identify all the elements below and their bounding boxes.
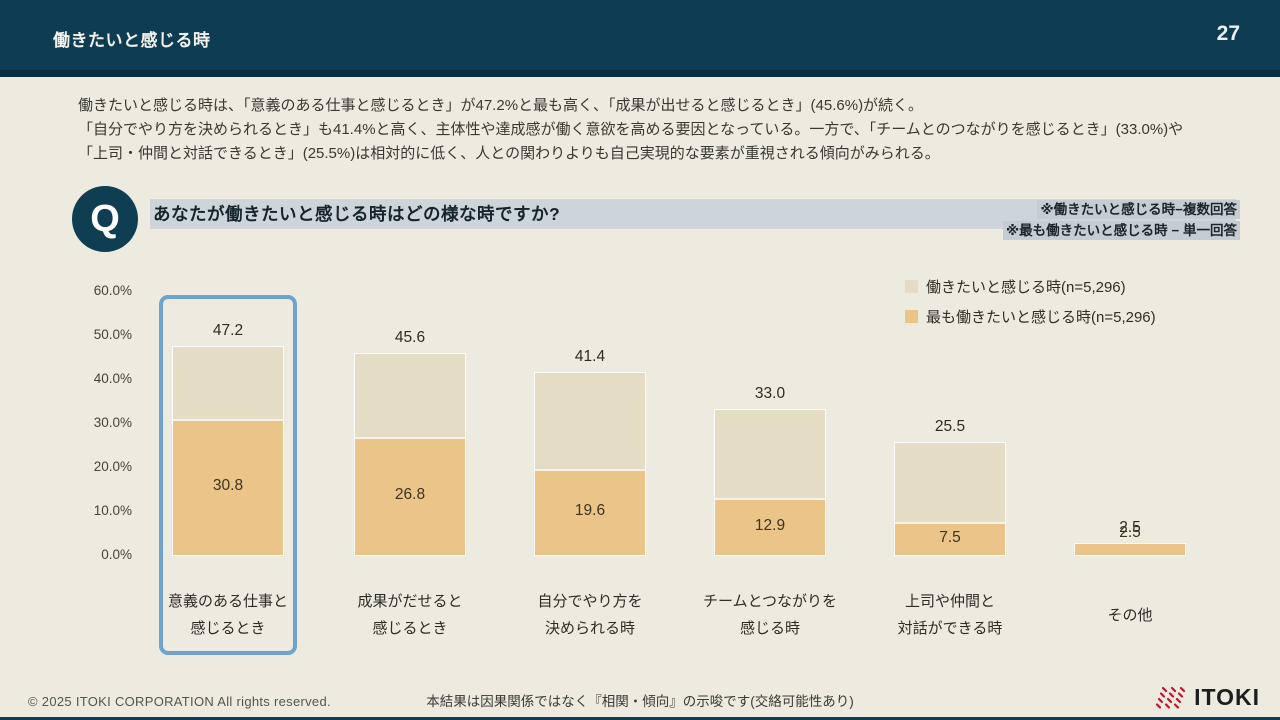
bar-single-answer — [895, 522, 1005, 555]
summary-line-1: 働きたいと感じる時は、「意義のある仕事と感じるとき」が47.2%と最も高く、「成… — [78, 97, 924, 114]
bar-single-value-label: 26.8 — [394, 486, 426, 504]
bottom-accent-strip — [0, 717, 1280, 720]
bar-single-answer — [355, 437, 465, 555]
category-label: その他 — [1107, 606, 1153, 624]
category-label: 成果がだせると 感じるとき — [357, 593, 463, 637]
bar-total-value-label: 47.2 — [212, 322, 244, 340]
bar-single-value-label: 30.8 — [212, 477, 244, 495]
page-number: 27 — [1216, 22, 1240, 45]
bar-single-answer — [1075, 544, 1185, 555]
category-label: チームとつながりを 感じる時 — [703, 593, 837, 637]
survey-notes: ※働きたいと感じる時−複数回答 ※最も働きたいと感じる時 − 単一回答 — [1002, 200, 1240, 242]
category-label: 自分でやり方を 決められる時 — [537, 593, 643, 637]
y-axis-tick-label: 40.0% — [93, 371, 132, 386]
footnote-text: 本結果は因果関係ではなく『相関・傾向』の示唆です(交絡可能性あり) — [426, 694, 854, 709]
summary-line-2: 「自分でやり方を決められるとき」も41.4%と高く、主体性や達成感が働く意欲を高… — [78, 121, 1184, 138]
question-bubble-icon: Q — [72, 186, 138, 252]
highlighted-category-box — [159, 295, 297, 655]
header-bar: 働きたいと感じる時 27 — [0, 0, 1280, 77]
bar-single-value-label: 2.5 — [1119, 524, 1141, 541]
y-axis-tick-label: 0.0% — [101, 547, 132, 562]
bar-total-value-label: 41.4 — [574, 347, 606, 365]
copyright-text: © 2025 ITOKI CORPORATION All rights rese… — [28, 694, 331, 709]
itoki-logo-mark-icon — [1155, 686, 1186, 709]
legend-item: 働きたいと感じる時(n=5,296) — [905, 276, 1156, 297]
note-line-1: ※働きたいと感じる時−複数回答 — [1003, 200, 1240, 219]
y-axis-tick-label: 30.0% — [93, 415, 132, 430]
legend: 働きたいと感じる時(n=5,296) 最も働きたいと感じる時(n=5,296) — [905, 276, 1156, 327]
bar-total-value-label: 25.5 — [934, 417, 966, 435]
bar-single-answer — [535, 468, 645, 555]
bar-single-answer — [715, 498, 825, 555]
legend-item: 最も働きたいと感じる時(n=5,296) — [905, 306, 1156, 327]
y-axis-tick-label: 50.0% — [93, 327, 132, 342]
bar-total-value-label: 33.0 — [754, 384, 786, 402]
y-axis-tick-label: 60.0% — [93, 283, 132, 298]
bar-total-value-label: 2.5 — [1119, 519, 1141, 536]
legend-label: 最も働きたいと感じる時(n=5,296) — [926, 309, 1156, 326]
note-line-2: ※最も働きたいと感じる時 − 単一回答 — [1002, 221, 1240, 240]
y-axis-tick-label: 20.0% — [93, 459, 132, 474]
page-title: 働きたいと感じる時 — [53, 31, 211, 50]
bar-total-value-label: 45.6 — [394, 329, 426, 347]
summary-paragraph: 働きたいと感じる時は、「意義のある仕事と感じるとき」が47.2%と最も高く、「成… — [78, 94, 1208, 166]
legend-swatch-icon — [905, 310, 918, 323]
question-mark-label: Q — [90, 198, 120, 240]
question-text: あなたが働きたいと感じる時はどの様な時ですか? — [153, 204, 561, 224]
category-label: 意義のある仕事と 感じるとき — [167, 593, 288, 637]
bar-single-value-label: 7.5 — [939, 528, 961, 546]
category-label: 上司や仲間と 対話ができる時 — [897, 593, 1003, 637]
legend-swatch-icon — [905, 280, 918, 293]
itoki-logo-text: ITOKI — [1194, 684, 1260, 710]
legend-label: 働きたいと感じる時(n=5,296) — [926, 279, 1126, 296]
itoki-logo: ITOKI — [1154, 684, 1260, 711]
y-axis-tick-label: 10.0% — [93, 503, 132, 518]
bar-single-value-label: 19.6 — [574, 501, 606, 519]
bar-single-answer — [173, 419, 283, 555]
summary-line-3: 「上司・仲間と対話できるとき」(25.5%)は相対的に低く、人との関わりよりも自… — [78, 145, 940, 162]
bar-single-value-label: 12.9 — [754, 516, 786, 534]
